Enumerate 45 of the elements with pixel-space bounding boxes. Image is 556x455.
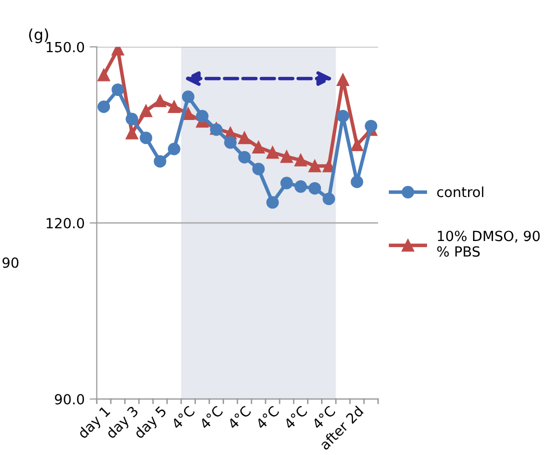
point <box>322 192 336 206</box>
point <box>294 180 307 193</box>
point <box>266 146 279 159</box>
point <box>280 176 293 190</box>
point <box>350 176 364 188</box>
point <box>112 83 124 96</box>
point <box>364 120 378 132</box>
y-axis-title: (g) <box>29 28 48 44</box>
point <box>168 100 180 113</box>
x-tick-label: 4°C <box>170 405 196 430</box>
point <box>252 162 265 176</box>
y-tick-label: 150.0 <box>46 42 84 52</box>
point <box>196 110 208 122</box>
point <box>140 132 152 144</box>
point <box>126 126 138 140</box>
y-tick-label: 120.0 <box>46 218 84 228</box>
point <box>224 136 237 149</box>
point <box>140 104 152 118</box>
point <box>168 142 180 156</box>
x-tick-label: 4°C <box>198 405 224 430</box>
point <box>322 160 336 172</box>
point <box>308 182 322 195</box>
point <box>98 68 110 82</box>
point <box>126 112 138 126</box>
x-tick-label: 4°C <box>255 405 280 430</box>
x-tick-label: 4°C <box>283 405 308 430</box>
point <box>238 132 251 144</box>
point <box>336 110 350 122</box>
point <box>308 160 322 172</box>
x-tick-label: 4°C <box>227 405 252 430</box>
point <box>238 150 251 164</box>
y-tick-label: 90.0 <box>54 394 84 405</box>
point <box>98 100 110 113</box>
point <box>252 140 265 154</box>
point <box>182 90 194 104</box>
text: 90 <box>2 257 18 268</box>
legend-label: 10% DMSO, 90 % PBS <box>437 230 540 257</box>
point <box>266 196 279 209</box>
point <box>280 150 293 163</box>
point <box>154 155 166 168</box>
point <box>336 73 350 86</box>
legend-label: control <box>437 186 484 198</box>
point <box>294 154 307 166</box>
point <box>154 94 166 108</box>
point <box>350 138 364 152</box>
